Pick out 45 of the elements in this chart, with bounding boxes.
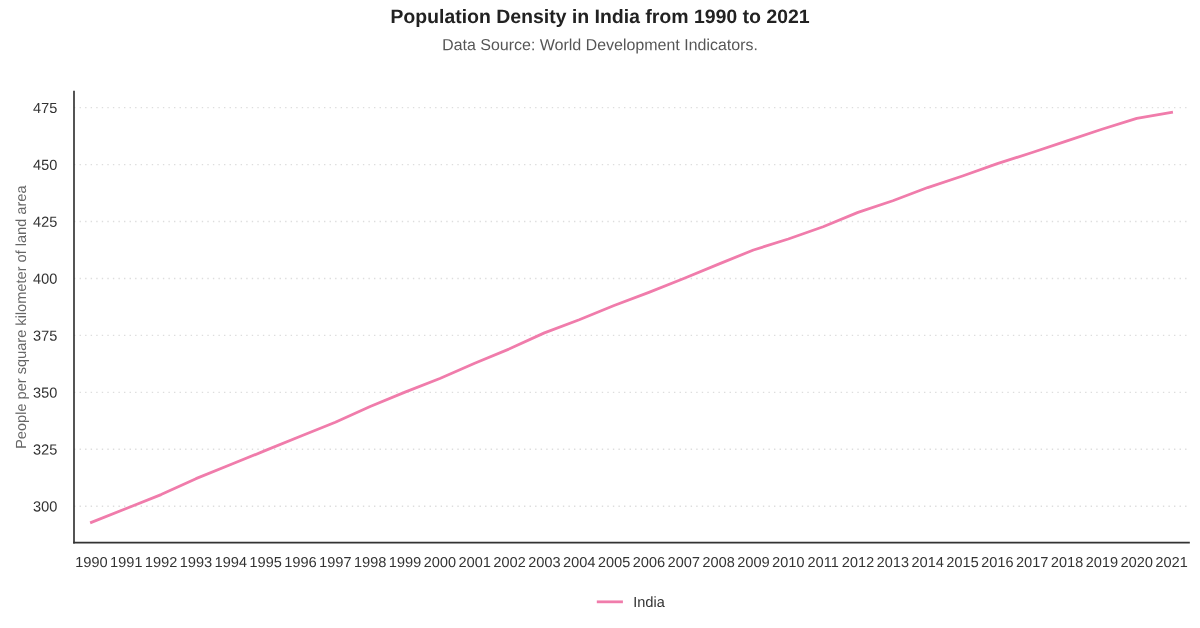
y-tick-label: 375 [33, 330, 57, 341]
x-tick-label: 1994 [215, 556, 247, 568]
x-tick-label: 1996 [285, 556, 317, 568]
x-tick-label: 2015 [947, 556, 979, 568]
x-tick-label: 2009 [737, 556, 769, 568]
y-tick-label: 425 [33, 216, 57, 227]
x-tick-label: 2016 [981, 556, 1013, 568]
y-tick-label: 300 [33, 501, 57, 512]
x-tick-label: 2020 [1121, 556, 1153, 568]
y-tick-label: 475 [33, 102, 57, 114]
x-tick-label: 1999 [389, 556, 421, 568]
x-tick-label: 2006 [633, 556, 665, 568]
x-tick-label: 2002 [494, 556, 526, 568]
x-tick-label: 2019 [1086, 556, 1118, 568]
line-series [90, 111, 1173, 524]
x-tick-label: 2011 [808, 556, 839, 568]
x-tick-label: 2000 [424, 556, 456, 568]
x-tick-label: 2007 [668, 556, 700, 568]
x-tick-label: 1995 [250, 556, 282, 568]
chart-subtitle: Data Source: World Development Indicators. [443, 38, 757, 54]
x-tick-label: 2018 [1051, 556, 1083, 568]
x-tick-label: 2017 [1016, 556, 1048, 568]
y-tick-label: 450 [33, 159, 57, 170]
y-axis-title: People per square kilometer of land area [15, 185, 29, 448]
x-tick-label: 2004 [563, 556, 596, 568]
chart-title: Population Density in India from 1990 to 2021 [391, 8, 810, 28]
x-tick-label: 1992 [146, 556, 177, 568]
x-tick-label: 2005 [598, 556, 630, 568]
y-tick-label: 400 [33, 273, 57, 284]
x-tick-label: 2012 [842, 556, 874, 568]
x-tick-label: 2010 [772, 556, 804, 568]
x-tick-label: 2021 [1156, 556, 1188, 568]
x-tick-label: 1991 [111, 556, 142, 568]
x-tick-label: 2003 [528, 556, 560, 568]
x-tick-label: 1998 [355, 556, 386, 568]
y-tick-label: 325 [33, 444, 57, 455]
x-tick-label: 1997 [320, 556, 351, 568]
x-tick-label: 2008 [703, 556, 735, 568]
x-tick-label: 2001 [459, 556, 491, 568]
x-tick-label: 1990 [76, 556, 108, 568]
legend-label: India [634, 596, 665, 608]
x-tick-label: 1993 [180, 556, 212, 568]
x-tick-label: 2014 [912, 556, 944, 568]
x-tick-label: 2013 [877, 556, 909, 568]
y-tick-label: 350 [33, 387, 57, 398]
